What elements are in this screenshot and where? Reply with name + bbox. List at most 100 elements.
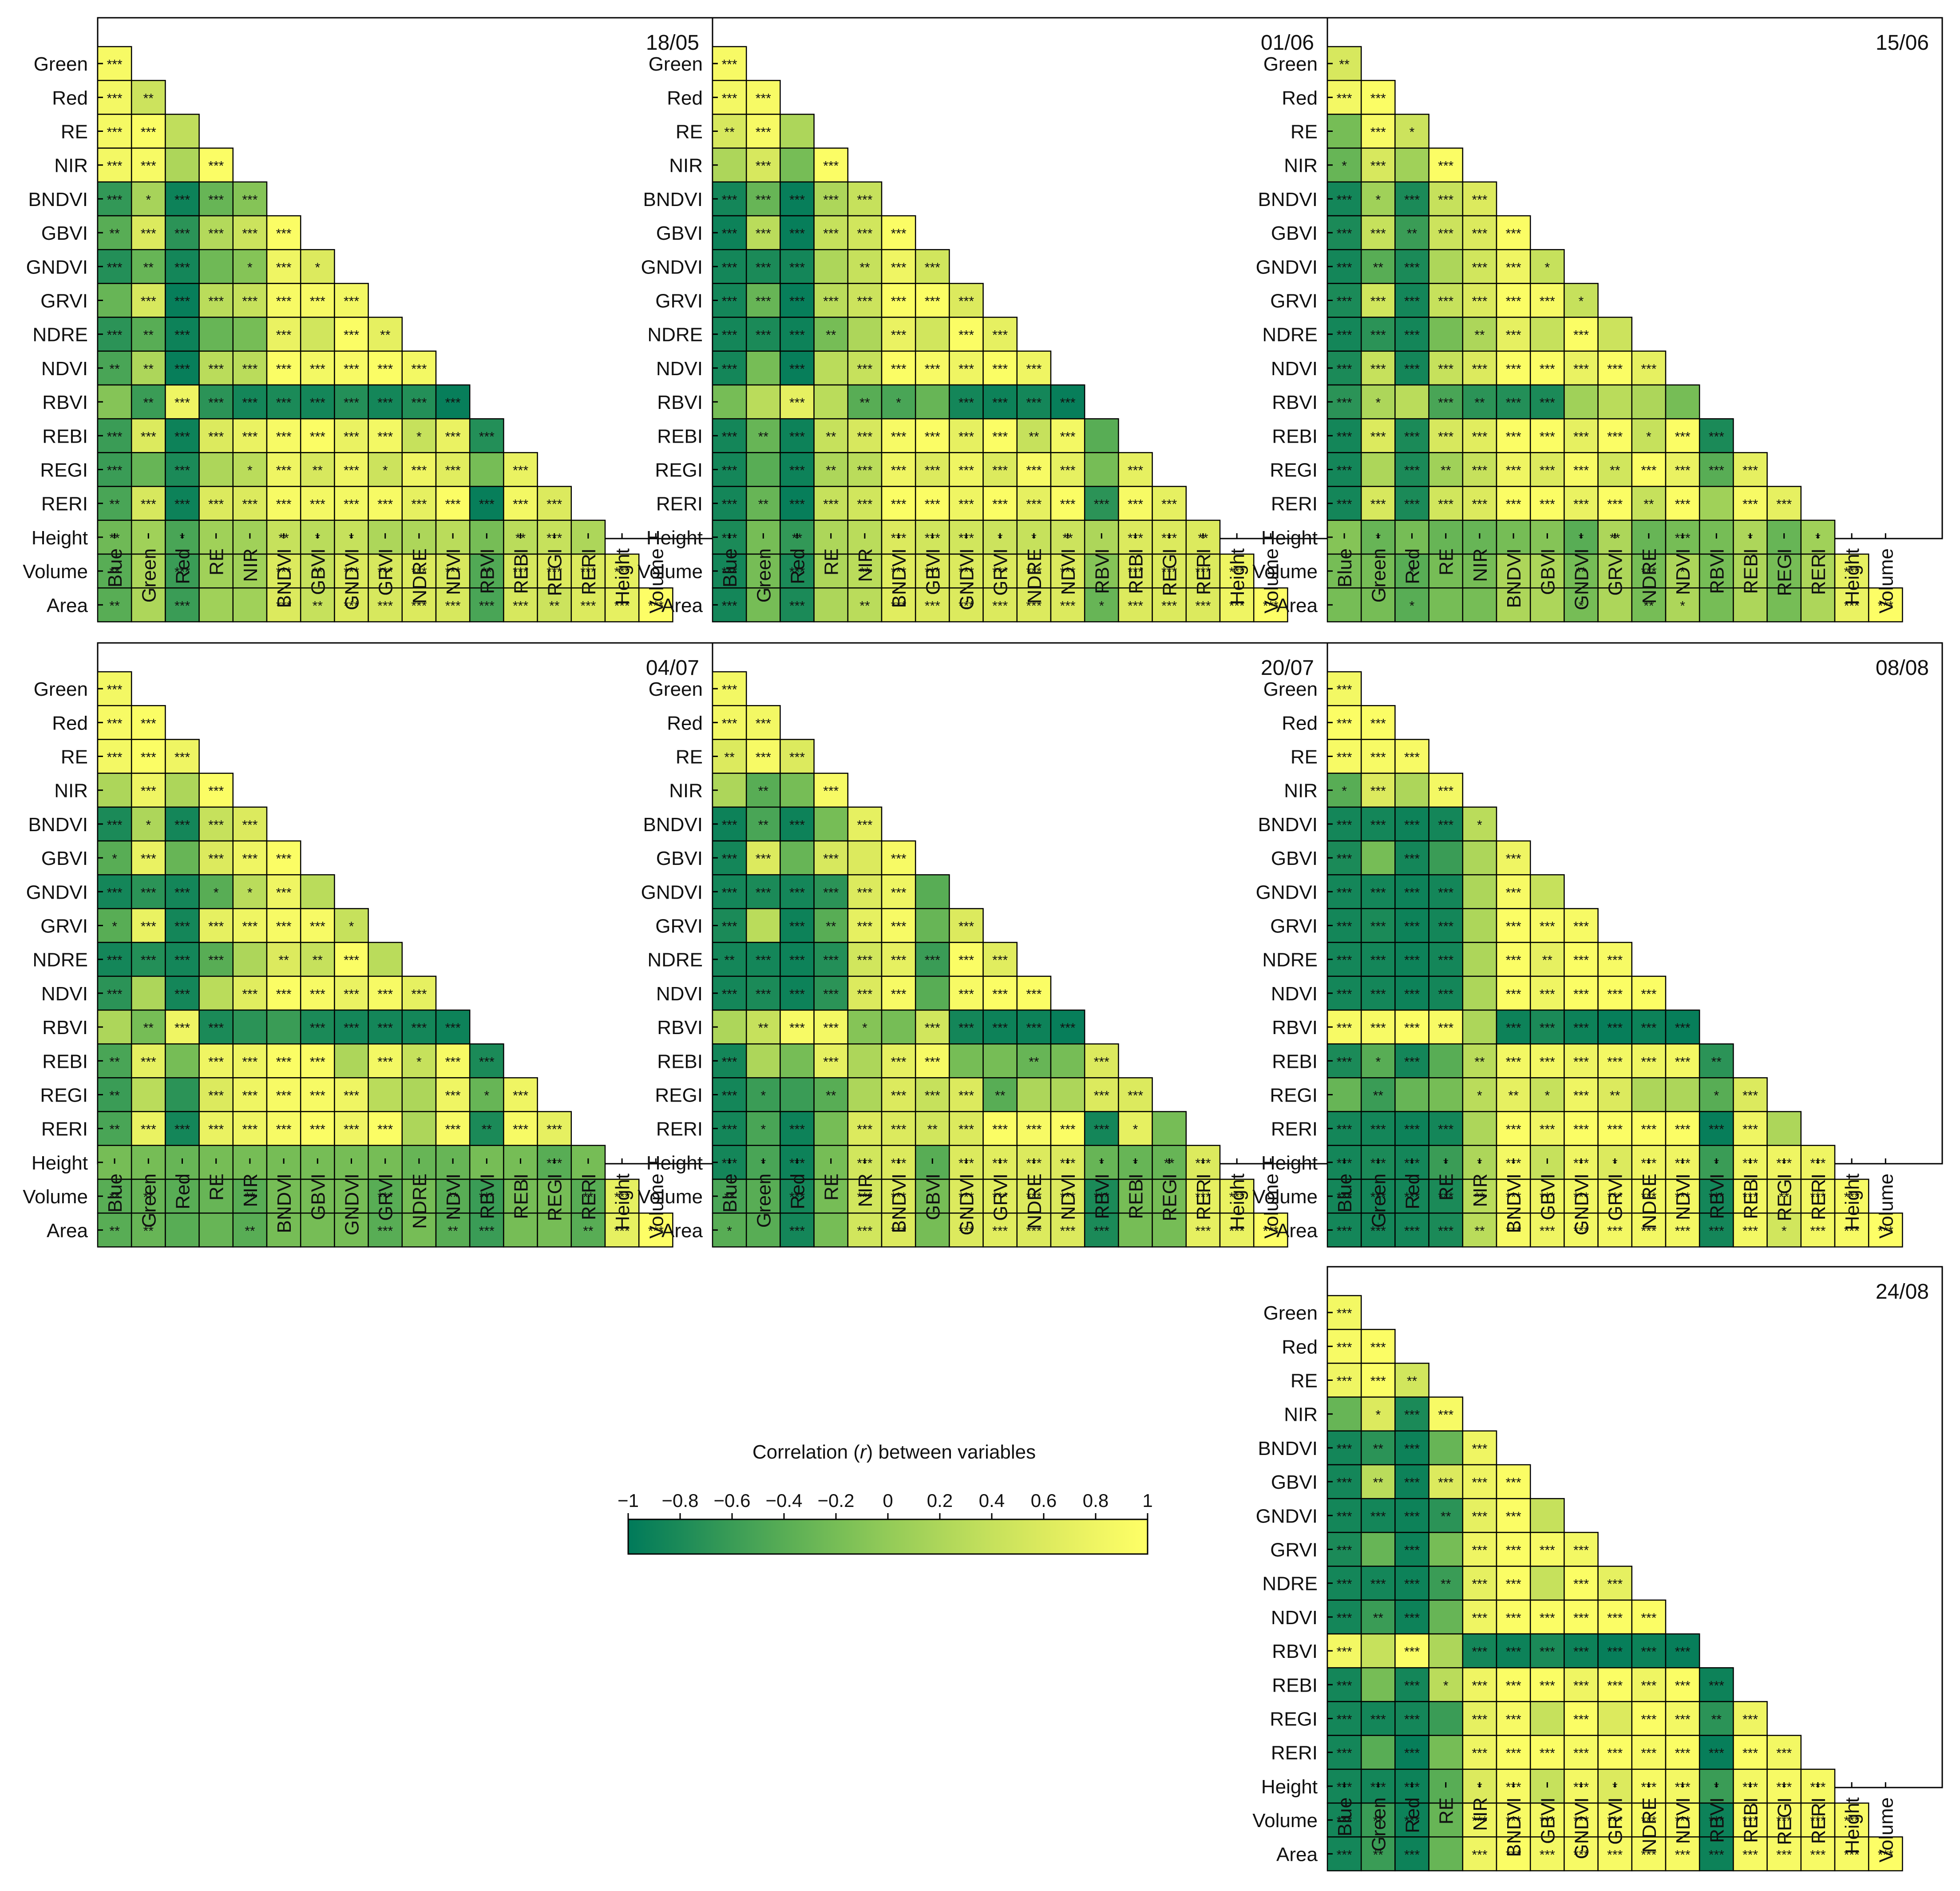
significance-label: *** <box>141 497 156 512</box>
col-label: Green <box>1368 1173 1390 1228</box>
heatmap-cell <box>915 452 950 487</box>
significance-label: *** <box>377 599 393 613</box>
significance-label: * <box>1375 1408 1381 1423</box>
row-label: GBVI <box>1271 848 1318 869</box>
significance-label: *** <box>107 818 123 833</box>
row-label: Area <box>661 595 703 616</box>
heatmap-cell <box>232 942 268 977</box>
heatmap-cell <box>1699 486 1734 521</box>
heatmap-cell <box>1462 874 1497 909</box>
significance-label: *** <box>310 1122 325 1137</box>
col-label: Volume <box>1875 1173 1897 1239</box>
significance-label: *** <box>823 784 839 799</box>
significance-label: *** <box>1404 852 1420 866</box>
heatmap-cell <box>165 181 200 217</box>
significance-label: ** <box>313 953 323 968</box>
heatmap-cell <box>1428 1532 1464 1567</box>
significance-label: *** <box>174 599 190 613</box>
heatmap-cell <box>847 317 883 352</box>
col-label: GBVI <box>1537 1173 1559 1220</box>
significance-label: *** <box>789 294 805 309</box>
significance-label: *** <box>1404 1746 1420 1761</box>
significance-label: *** <box>107 953 123 968</box>
significance-label: *** <box>276 885 292 900</box>
col-label: GBVI <box>307 1173 329 1220</box>
significance-label: *** <box>377 1021 393 1035</box>
significance-label: *** <box>722 294 737 309</box>
significance-label: *** <box>208 1021 224 1035</box>
significance-label: * <box>1133 1122 1138 1137</box>
significance-label: *** <box>242 1122 257 1137</box>
significance-label: *** <box>141 159 156 174</box>
heatmap-cell <box>198 452 234 487</box>
significance-label: *** <box>141 920 156 934</box>
heatmap-cell <box>1699 553 1734 589</box>
significance-label: *** <box>891 953 907 968</box>
heatmap-cell <box>1428 840 1464 876</box>
significance-label: *** <box>722 328 737 343</box>
significance-label: *** <box>1573 1678 1589 1693</box>
row-label: GNDVI <box>1256 1505 1318 1527</box>
col-label: RBVI <box>476 548 498 594</box>
row-label: RE <box>676 121 703 143</box>
heatmap-cell <box>1394 773 1429 808</box>
heatmap-cell <box>266 452 301 487</box>
significance-label: *** <box>722 682 737 697</box>
row-label: RERI <box>41 1118 88 1140</box>
row-label: REGI <box>1270 460 1318 481</box>
significance-label: *** <box>174 294 190 309</box>
significance-label: *** <box>722 885 737 900</box>
row-label: NDRE <box>647 324 703 346</box>
row-label: NIR <box>669 780 703 802</box>
heatmap-cell <box>198 215 234 250</box>
significance-label: *** <box>141 429 156 444</box>
heatmap-cell <box>1564 486 1599 521</box>
significance-label: *** <box>208 497 224 512</box>
heatmap-cell <box>1462 384 1497 420</box>
heatmap-cell <box>1564 587 1599 622</box>
significance-label: *** <box>1370 716 1386 731</box>
heatmap-cell <box>300 1212 335 1248</box>
col-label: RE <box>206 1173 228 1201</box>
heatmap-cell <box>1428 1701 1464 1736</box>
significance-label: *** <box>789 328 805 343</box>
significance-label: *** <box>789 1122 805 1137</box>
significance-label: *** <box>1709 1122 1724 1137</box>
significance-label: * <box>1544 260 1550 275</box>
significance-label: *** <box>310 362 325 377</box>
significance-label: *** <box>344 599 359 613</box>
heatmap-cell <box>266 283 301 318</box>
significance-label: *** <box>925 953 940 968</box>
significance-label: *** <box>377 1190 393 1205</box>
panels-layer: 18/05****** ***** ****** *** ****** * *** *** **… <box>23 17 1943 1871</box>
heatmap-cell <box>570 1145 606 1180</box>
heatmap-cell <box>915 486 950 521</box>
significance-label: *** <box>756 953 771 968</box>
row-label: GRVI <box>40 916 88 937</box>
col-label: Red <box>787 548 809 584</box>
significance-label: *** <box>756 226 771 241</box>
heatmap-cell <box>266 1009 301 1045</box>
significance-label: *** <box>823 953 839 968</box>
heatmap-cell <box>334 317 369 352</box>
significance-label: *** <box>1404 294 1420 309</box>
heatmap-cell <box>881 249 916 284</box>
significance-label: *** <box>1506 260 1521 275</box>
significance-label: *** <box>1370 1577 1386 1592</box>
heatmap-cell <box>1360 840 1396 876</box>
significance-label: *** <box>925 599 940 613</box>
significance-label: *** <box>1337 818 1352 833</box>
significance-label: *** <box>1438 818 1453 833</box>
significance-label: *** <box>1506 852 1521 866</box>
significance-label: *** <box>377 396 393 410</box>
heatmap-cell <box>300 975 335 1011</box>
significance-label: *** <box>445 497 461 512</box>
row-label: BNDVI <box>1258 814 1318 836</box>
heatmap-cell <box>570 587 606 622</box>
heatmap-cell <box>915 317 950 352</box>
significance-label: *** <box>1337 396 1352 410</box>
heatmap-cell <box>1834 553 1869 589</box>
significance-label: * <box>383 464 388 478</box>
significance-label: ** <box>724 953 735 968</box>
heatmap-cell <box>1428 181 1464 217</box>
